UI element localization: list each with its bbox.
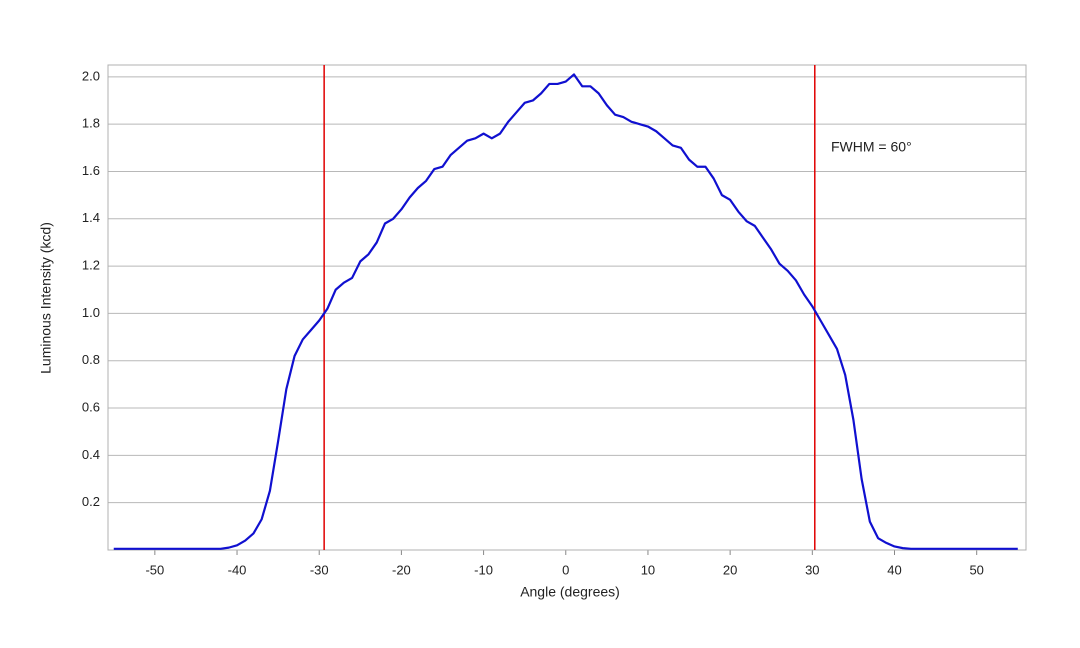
x-tick-label: 30 [805,562,819,577]
x-tick-label: -40 [228,562,247,577]
plot-border [107,64,1027,551]
x-tick-label: 10 [641,562,655,577]
series-line [113,73,1018,550]
x-tick-label: -30 [310,562,329,577]
x-tick-label: -50 [145,562,164,577]
y-tick-label: 1.4 [82,210,100,225]
x-tick-label: -20 [392,562,411,577]
y-tick-label: 2.0 [82,68,100,83]
x-tick-label: 40 [887,562,901,577]
x-tick-label: 50 [969,562,983,577]
annotation: FWHM = 60° [831,139,912,155]
y-tick-label: 0.8 [82,352,100,367]
y-tick-label: 0.6 [82,399,100,414]
x-tick-label: 0 [562,562,569,577]
x-tick-label: 20 [723,562,737,577]
y-tick-label: 0.4 [82,447,100,462]
x-axis-label: Angle (degrees) [520,584,620,600]
x-tick-label: -10 [474,562,493,577]
y-axis-label: Luminous Intensity (kcd) [38,222,54,374]
y-tick-label: 1.2 [82,258,100,273]
y-tick-label: 1.0 [82,305,100,320]
y-tick-label: 1.8 [82,116,100,131]
y-tick-label: 1.6 [82,163,100,178]
y-tick-label: 0.2 [82,494,100,509]
